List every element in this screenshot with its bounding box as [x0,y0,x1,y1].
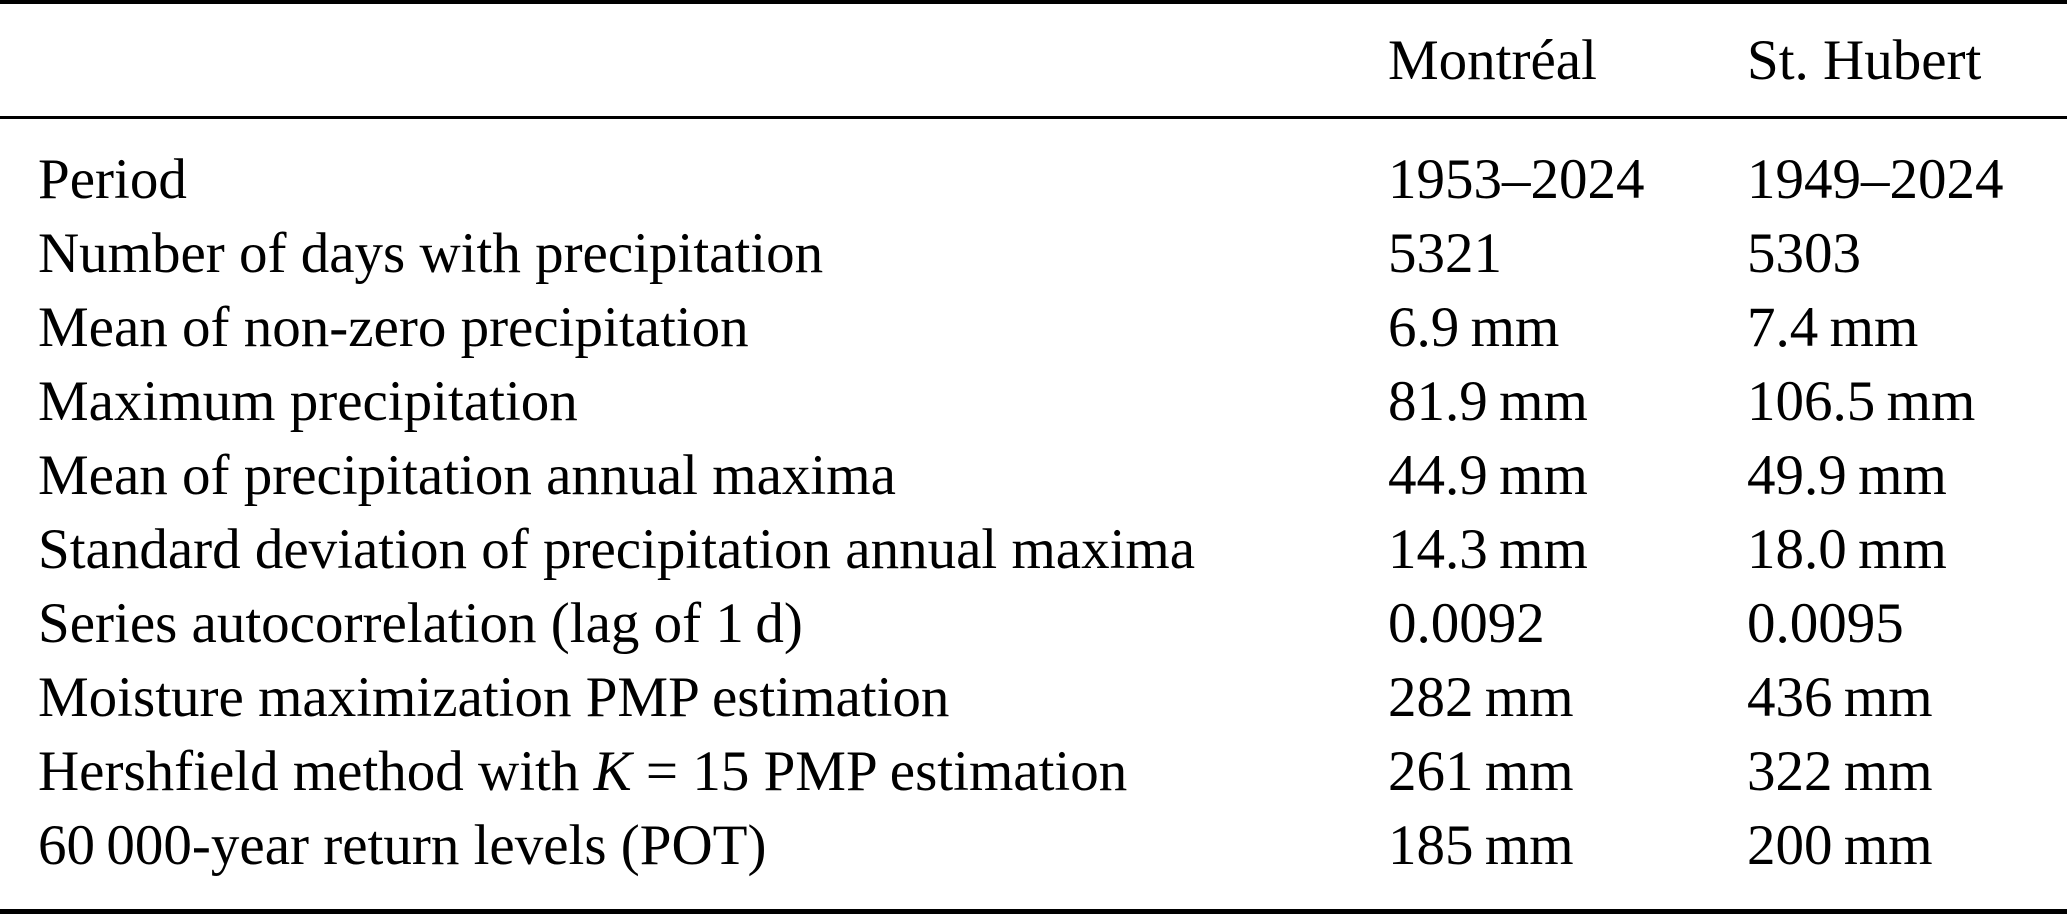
row-label: Series autocorrelation (lag of 1 d) [38,592,803,655]
row-label: Period [38,148,187,211]
table-row: Mean of non-zero precipitation 6.9 mm 7.4 … [0,291,2067,365]
row-label: Hershfield method with K = 15 PMP estima… [38,740,1128,803]
cell-montreal: 1953–2024 [1388,148,1645,211]
cell-st-hubert: 0.0095 [1747,592,1904,655]
cell-st-hubert: 18.0 mm [1747,518,1947,581]
cell-montreal: 81.9 mm [1388,370,1588,433]
table-row: Maximum precipitation 81.9 mm 106.5 mm [0,365,2067,439]
table-row: Moisture maximization PMP estimation 282 … [0,661,2067,735]
table-row: Hershfield method with K = 15 PMP estima… [0,735,2067,809]
cell-montreal: 261 mm [1388,740,1574,803]
cell-montreal: 185 mm [1388,814,1574,877]
table-row: 60 000-year return levels (POT) 185 mm 200… [0,809,2067,912]
cell-montreal: 5321 [1388,222,1502,285]
row-label: Mean of precipitation annual maxima [38,444,896,507]
cell-montreal: 6.9 mm [1388,296,1560,359]
cell-montreal: 0.0092 [1388,592,1545,655]
cell-montreal: 44.9 mm [1388,444,1588,507]
cell-st-hubert: 436 mm [1747,666,1933,729]
table-body: Period 1953–2024 1949–2024 Number of days w… [0,118,2067,912]
header-row: Montréal St. Hubert [0,2,2067,119]
table-row: Series autocorrelation (lag of 1 d) 0.009… [0,587,2067,661]
row-label: Standard deviation of precipitation annu… [38,518,1196,581]
table-row: Standard deviation of precipitation annu… [0,513,2067,587]
math-variable: K [593,740,632,803]
column-header-st-hubert: St. Hubert [1747,2,2067,119]
cell-st-hubert: 7.4 mm [1747,296,1919,359]
cell-montreal: 282 mm [1388,666,1574,729]
cell-st-hubert: 322 mm [1747,740,1933,803]
table-row: Number of days with precipitation 5321 530… [0,217,2067,291]
column-header-montreal: Montréal [1388,2,1747,119]
cell-st-hubert: 200 mm [1747,814,1933,877]
row-label: Maximum precipitation [38,370,578,433]
cell-st-hubert: 5303 [1747,222,1861,285]
header-empty-cell [0,2,1388,119]
cell-st-hubert: 49.9 mm [1747,444,1947,507]
row-label: Mean of non-zero precipitation [38,296,749,359]
row-label: Number of days with precipitation [38,222,824,285]
row-label: 60 000-year return levels (POT) [38,814,767,877]
cell-st-hubert: 1949–2024 [1747,148,2004,211]
row-label: Moisture maximization PMP estimation [38,666,950,729]
table-row: Mean of precipitation annual maxima 44.9 … [0,439,2067,513]
table-row: Period 1953–2024 1949–2024 [0,118,2067,218]
cell-st-hubert: 106.5 mm [1747,370,1976,433]
cell-montreal: 14.3 mm [1388,518,1588,581]
